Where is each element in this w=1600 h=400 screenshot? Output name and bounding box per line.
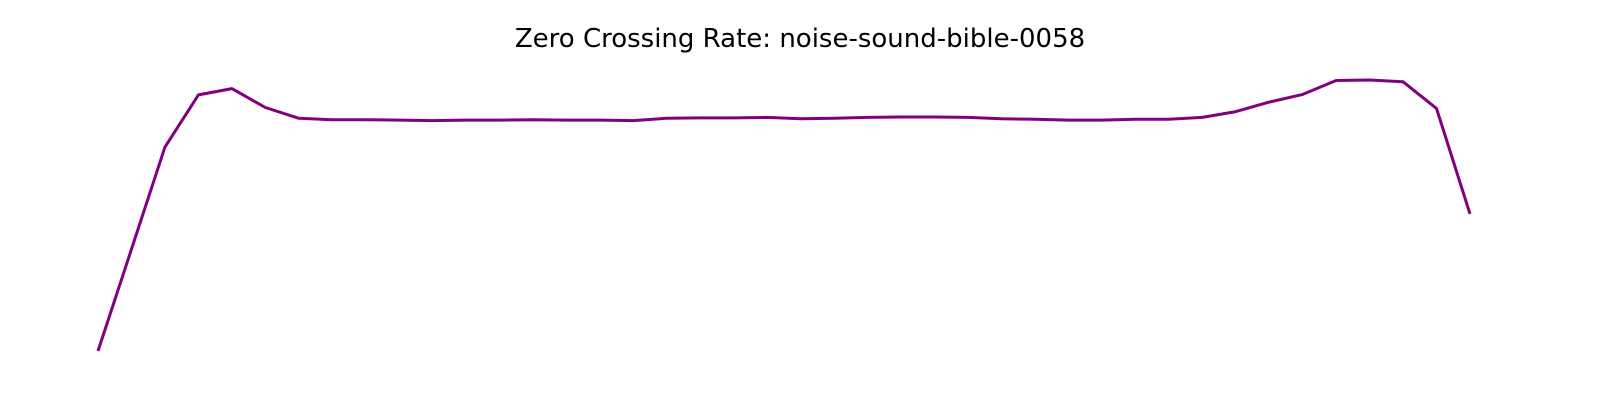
zcr-series-line (96, 78, 1472, 352)
chart-title: Zero Crossing Rate: noise-sound-bible-00… (514, 24, 1086, 54)
